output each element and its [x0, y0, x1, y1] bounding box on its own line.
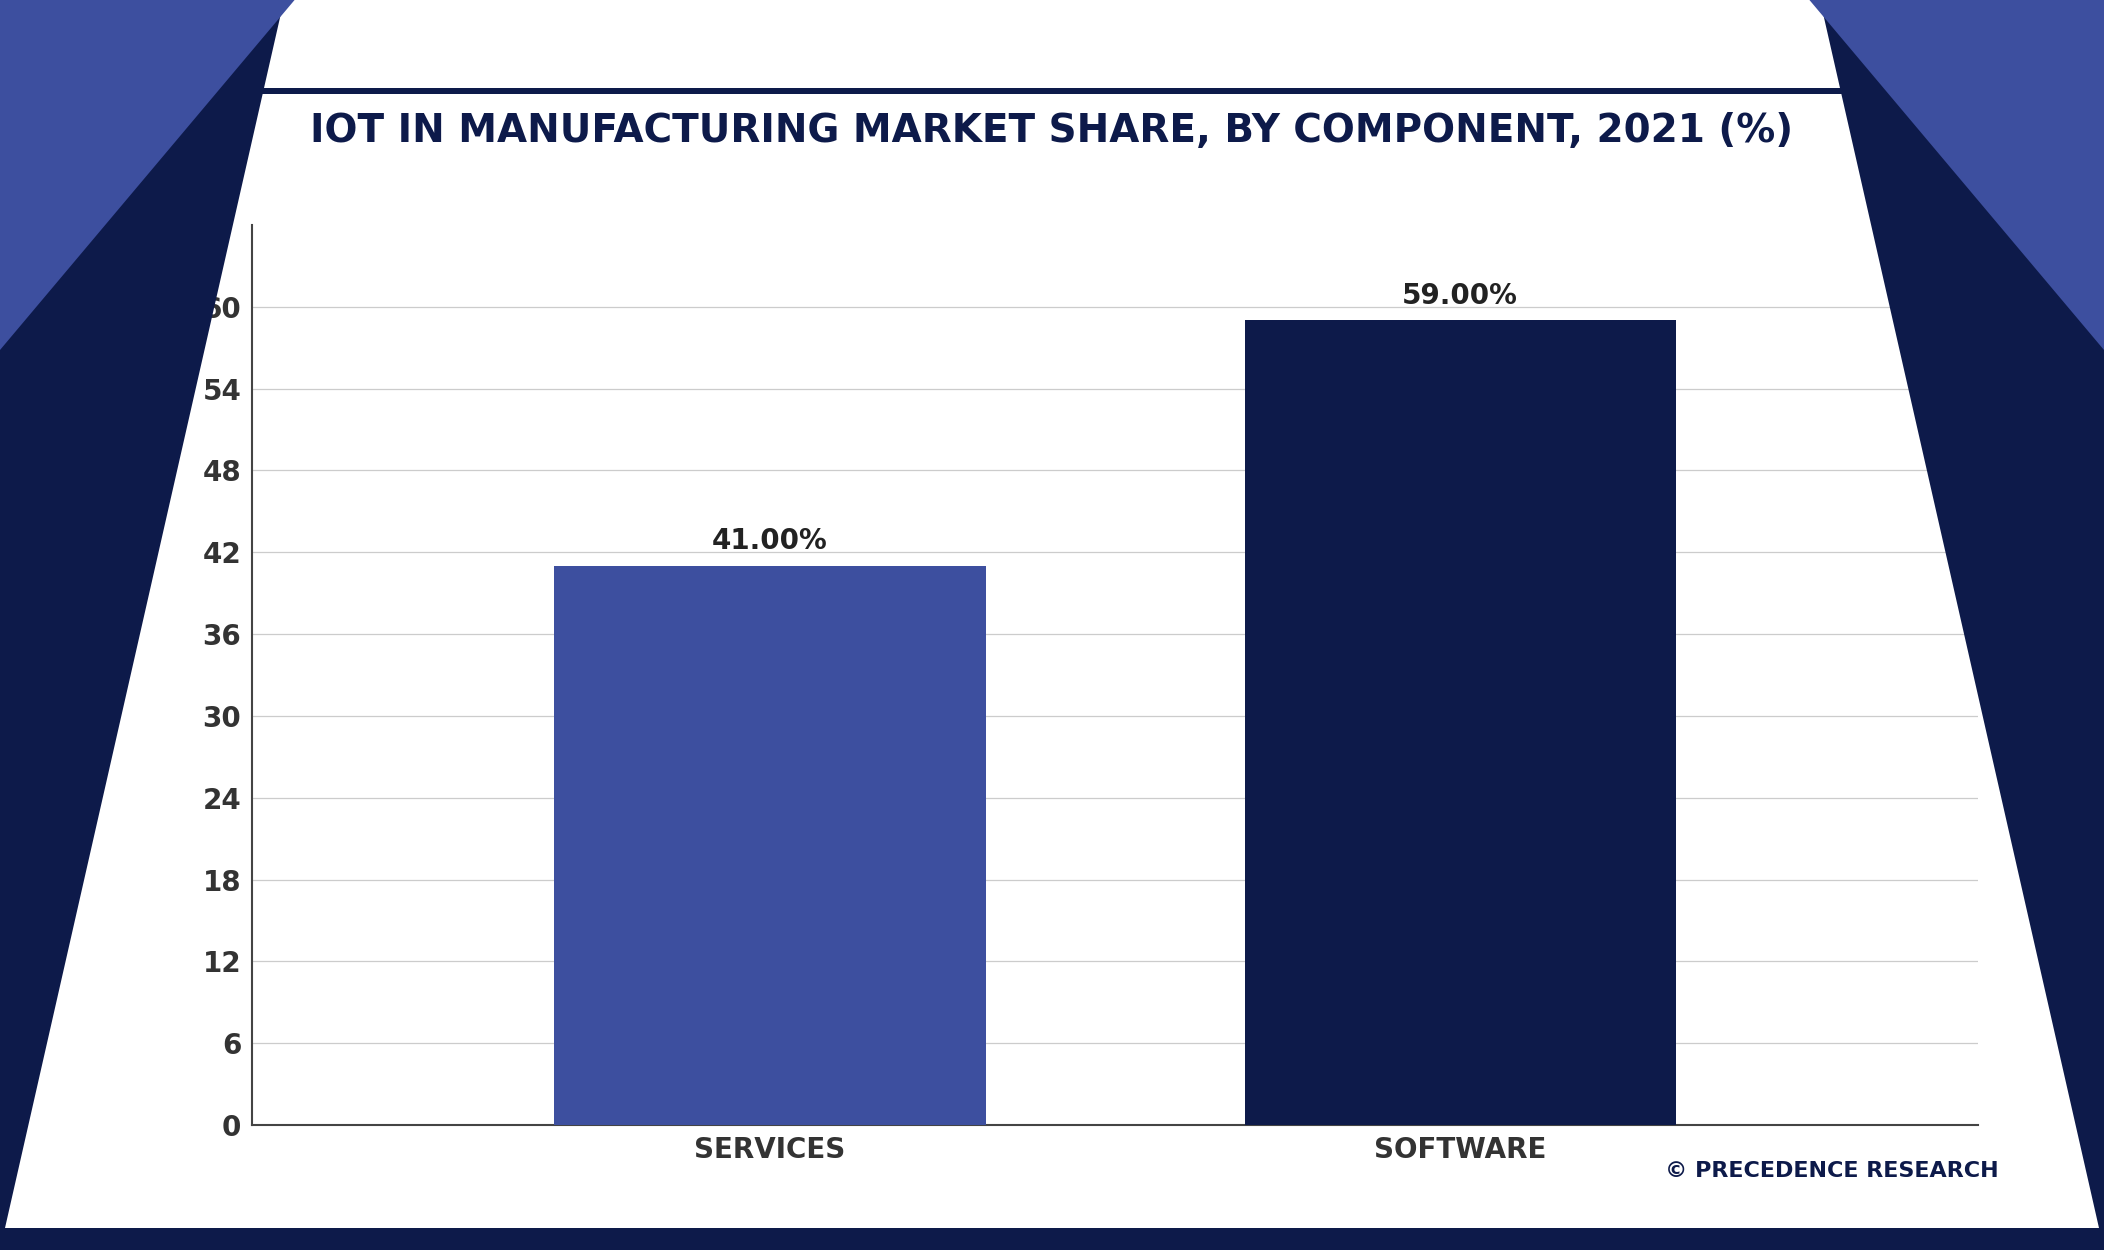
Text: © PRECEDENCE RESEARCH: © PRECEDENCE RESEARCH	[1664, 1161, 1999, 1181]
Text: 41.00%: 41.00%	[711, 528, 829, 555]
Text: 59.00%: 59.00%	[1401, 281, 1519, 310]
Bar	[553, 566, 985, 1125]
Bar	[1243, 320, 1675, 1125]
Text: IOT IN MANUFACTURING MARKET SHARE, BY COMPONENT, 2021 (%): IOT IN MANUFACTURING MARKET SHARE, BY CO…	[311, 112, 1793, 150]
